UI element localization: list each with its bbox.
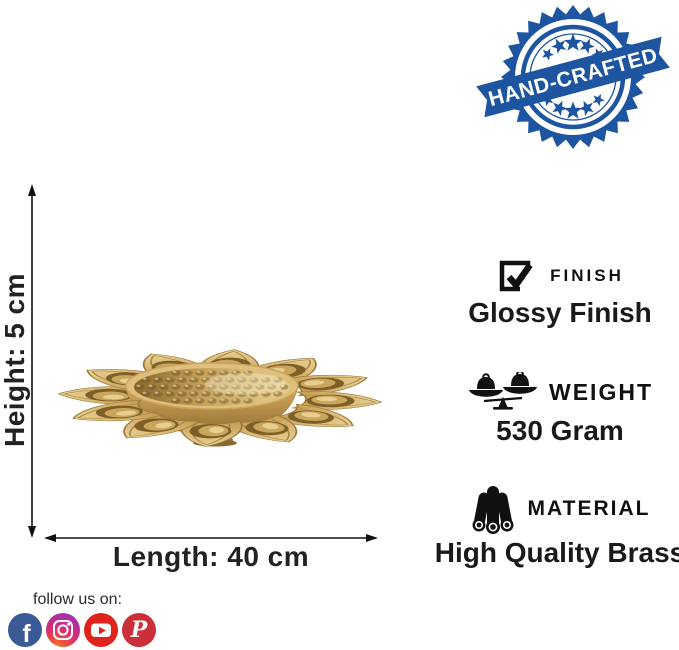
instagram-icon[interactable] <box>46 613 80 647</box>
spec-weight-value: 530 Gram <box>496 415 624 446</box>
length-dimension-arrow <box>44 534 378 542</box>
spec-weight: WEIGHT 530 Gram <box>425 372 679 447</box>
height-dimension-label: Height: 5 cm <box>0 272 30 448</box>
pinterest-icon[interactable]: P <box>122 613 156 647</box>
brass-urli-product-image <box>55 347 385 449</box>
height-dimension-arrow <box>28 184 36 538</box>
spec-finish-label: FINISH <box>550 266 624 285</box>
social-icons-row: f P <box>8 613 156 647</box>
spec-material: MATERIAL High Quality Brass <box>425 484 679 569</box>
spec-finish-value: Glossy Finish <box>468 297 652 328</box>
handcrafted-badge: HAND-CRAFTED <box>476 5 670 149</box>
balance-scale-icon <box>469 372 537 410</box>
length-dimension-label: Length: 40 cm <box>112 541 310 572</box>
facebook-icon[interactable]: f <box>8 613 42 647</box>
metal-rods-icon <box>472 486 514 534</box>
hammered-bowl <box>125 362 299 447</box>
follow-us-label: follow us on: <box>33 591 122 608</box>
checkbox-check-icon <box>499 260 533 292</box>
spec-weight-label: WEIGHT <box>549 378 653 405</box>
spec-material-value: High Quality Brass <box>434 537 679 568</box>
youtube-icon[interactable] <box>84 613 118 647</box>
spec-finish: FINISH Glossy Finish <box>425 258 679 329</box>
spec-material-label: MATERIAL <box>527 497 651 520</box>
